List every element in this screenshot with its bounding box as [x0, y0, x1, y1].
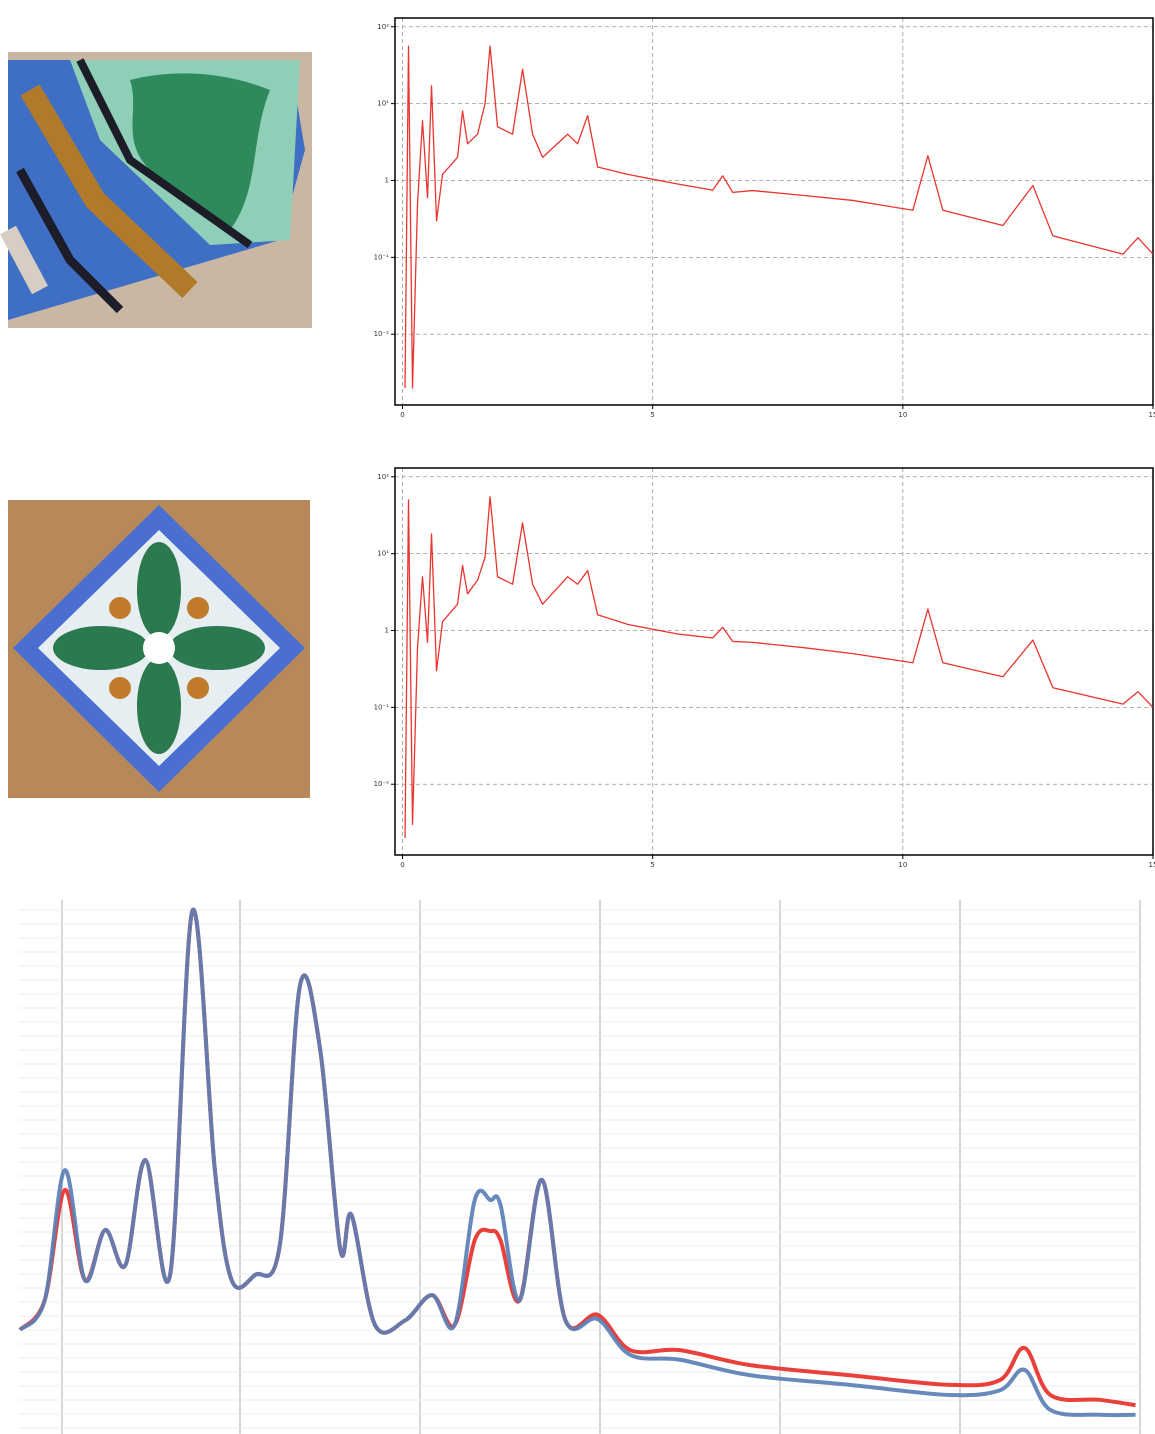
- spectrum-line: [404, 496, 1154, 838]
- y-tick-label: 1: [385, 626, 389, 634]
- y-tick-label: 10⁻²: [374, 780, 390, 788]
- y-tick-label: 1: [385, 176, 389, 184]
- tile-photo: [8, 500, 310, 798]
- x-tick-label: 5: [650, 411, 654, 419]
- y-tick-label: 10⁻¹: [374, 703, 390, 711]
- x-tick-label: 15: [1149, 861, 1155, 869]
- spectrum-line: [18, 907, 1136, 1418]
- background-grid: [61, 900, 1141, 1434]
- tile-photo: [0, 52, 312, 328]
- y-tick-label: 10⁻¹: [374, 253, 390, 261]
- plot-frame: [394, 17, 1154, 406]
- y-tick-label: 10²: [377, 23, 389, 31]
- x-tick-label: 5: [650, 861, 654, 869]
- y-tick-label: 10¹: [377, 100, 389, 108]
- x-tick-label: 10: [898, 861, 907, 869]
- x-tick-label: 10: [898, 411, 907, 419]
- y-tick-label: 10⁻²: [374, 330, 390, 338]
- x-tick-label: 15: [1149, 411, 1155, 419]
- spectrum-line: [404, 45, 1154, 389]
- plot-frame: [394, 467, 1154, 856]
- x-tick-label: 0: [400, 861, 404, 869]
- y-tick-label: 10²: [377, 473, 389, 481]
- x-tick-label: 0: [400, 411, 404, 419]
- y-tick-label: 10¹: [377, 550, 389, 558]
